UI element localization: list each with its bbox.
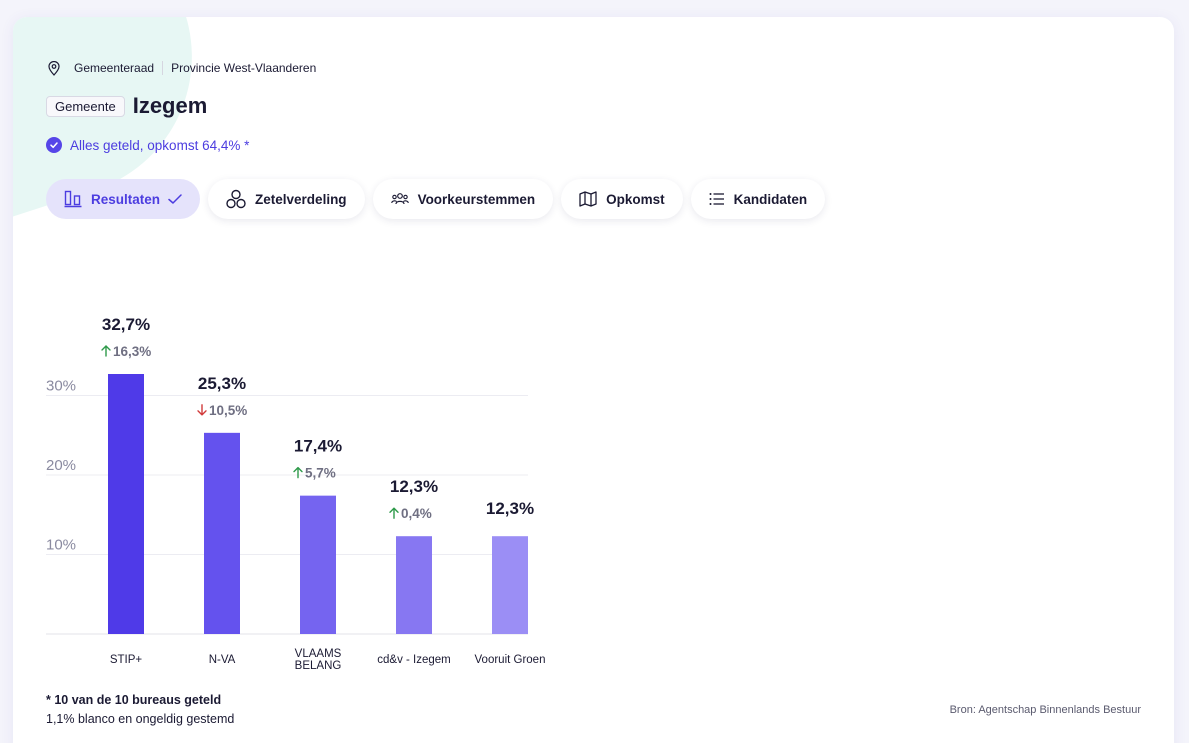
x-tick-label: cd&v - Izegem — [377, 654, 451, 666]
change-label: 5,7% — [305, 466, 336, 481]
map-icon — [579, 191, 597, 207]
data-label: 12,3% — [390, 477, 438, 496]
data-label: 32,7% — [102, 315, 150, 334]
checkmark-icon — [168, 193, 182, 205]
municipality-badge: Gemeente — [46, 95, 125, 117]
source-note: Bron: Agentschap Binnenlands Bestuur — [949, 704, 1141, 716]
tab-kandidaten[interactable]: Kandidaten — [690, 179, 826, 219]
tab-voorkeurstemmen[interactable]: Voorkeurstemmen — [372, 179, 554, 219]
arrow-up-icon — [389, 507, 399, 519]
breadcrumb-divider — [162, 61, 164, 75]
tab-bar: Resultaten Zetelverdeling Voorkeurstemme… — [46, 179, 833, 219]
tab-label: Voorkeurstemmen — [417, 191, 536, 207]
y-tick-label: 30% — [46, 377, 76, 394]
status-text: Alles geteld, opkomst 64,4% * — [70, 137, 250, 153]
arrow-up-icon — [101, 345, 111, 357]
bar — [300, 495, 336, 634]
x-tick-label: N-VA — [209, 654, 236, 666]
bar — [108, 374, 144, 634]
y-tick-label: 10% — [46, 536, 76, 553]
bar — [492, 536, 528, 634]
tab-label: Kandidaten — [733, 191, 808, 207]
count-status: Alles geteld, opkomst 64,4% * — [46, 137, 249, 153]
title-row: Gemeente Izegem — [46, 93, 207, 119]
x-tick-label: VLAAMS BELANG — [295, 648, 342, 672]
location-pin-icon — [48, 60, 62, 76]
check-circle-icon — [46, 137, 62, 153]
arrow-up-icon — [293, 466, 303, 479]
list-icon — [709, 192, 725, 206]
tab-label: Zetelverdeling — [255, 191, 347, 207]
footnote: * 10 van de 10 bureaus geteld 1,1% blanc… — [46, 693, 234, 726]
breadcrumb-level[interactable]: Gemeenteraad — [74, 61, 155, 75]
circles-icon — [226, 189, 246, 209]
people-icon — [390, 192, 409, 206]
x-tick-label: Vooruit Groen — [475, 654, 546, 666]
y-tick-label: 20% — [46, 457, 76, 474]
tab-zetelverdeling[interactable]: Zetelverdeling — [208, 179, 365, 219]
tab-resultaten[interactable]: Resultaten — [46, 179, 201, 219]
tab-opkomst[interactable]: Opkomst — [561, 179, 683, 219]
change-label: 16,3% — [113, 344, 151, 359]
arrow-down-icon — [197, 404, 207, 416]
bar-chart-icon — [64, 190, 82, 208]
breadcrumb: Gemeenteraad Provincie West-Vlaanderen — [48, 59, 316, 77]
change-label: 0,4% — [401, 506, 432, 521]
x-tick-label: STIP+ — [110, 654, 143, 666]
data-label: 12,3% — [486, 499, 534, 518]
data-label: 25,3% — [198, 374, 246, 393]
results-bar-chart: 10% 20% 30% 32,7% 16,3% STIP+ 25,3% 10,5% N-VA 17… — [46, 315, 546, 672]
footnote-blank: 1,1% blanco en ongeldig gestemd — [46, 712, 235, 726]
data-label: 17,4% — [294, 437, 342, 456]
bar — [396, 536, 432, 634]
change-label: 10,5% — [209, 403, 247, 418]
tab-label: Resultaten — [91, 191, 161, 207]
page-title: Izegem — [132, 93, 208, 118]
tab-label: Opkomst — [606, 191, 665, 207]
footnote-counted: * 10 van de 10 bureaus geteld — [46, 693, 222, 707]
results-card: Gemeenteraad Provincie West-Vlaanderen G… — [13, 17, 1174, 743]
bar — [204, 432, 240, 634]
breadcrumb-region[interactable]: Provincie West-Vlaanderen — [171, 61, 317, 75]
